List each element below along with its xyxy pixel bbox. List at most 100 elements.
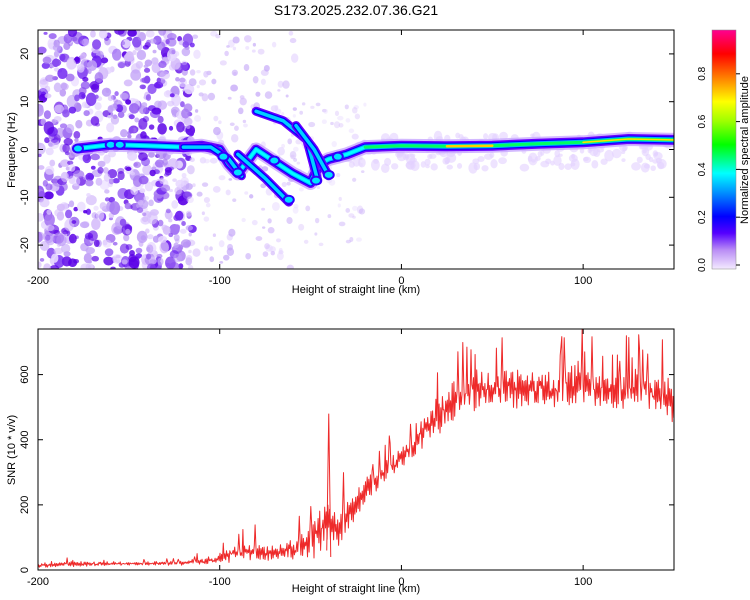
spectrogram-noise-spot	[38, 231, 43, 243]
spectrogram-bright-spot	[310, 175, 323, 186]
spectrogram-noise-spot	[67, 30, 78, 38]
colorbar-ticks: 0.0 0.2 0.4 0.6 0.8	[697, 66, 740, 272]
spectrogram-noise-spot	[287, 138, 293, 145]
spectrogram-noise-spot	[473, 162, 481, 171]
spectrogram-noise-spot	[82, 153, 92, 164]
spectrogram-noise-spot	[43, 121, 55, 135]
spectrogram-noise-spot	[185, 125, 191, 130]
spectrogram-noise-spot	[182, 41, 190, 48]
spectrogram-noise-spot	[147, 234, 154, 240]
colorbar-tick-label: 0.6	[697, 114, 708, 128]
spectrogram-noise-spot	[207, 92, 216, 101]
spectrogram-noise-spot	[73, 170, 85, 178]
spectrogram-track-hotter	[445, 144, 494, 148]
spectrogram-noise-spot	[167, 37, 177, 47]
spectrogram-noise-spot	[209, 256, 215, 263]
spectrogram-noise-spot	[156, 78, 166, 85]
spectrogram-noise-spot	[553, 155, 562, 166]
spectrogram-noise-spot	[93, 239, 100, 248]
spectrogram-noise-spot	[128, 126, 134, 134]
spectrogram-noise-spot	[356, 237, 362, 242]
spectrogram-noise-spot	[59, 89, 67, 97]
spectrogram-track-peak-right	[582, 138, 674, 144]
snr-y-label: SNR (10 * v/v)	[6, 415, 18, 485]
spectrogram-noise-spot	[239, 97, 247, 106]
spectrogram-noise-spot	[345, 118, 351, 123]
spectrogram-noise-spot	[642, 149, 647, 154]
spectrogram-noise-spot	[345, 239, 351, 244]
spectrogram-noise-spot	[180, 61, 189, 71]
spectrogram-noise-spot	[162, 225, 171, 235]
spectrogram-noise-spot	[181, 220, 186, 226]
spectrogram-noise-spot	[114, 30, 125, 35]
spectrogram-noise-spot	[146, 246, 151, 252]
spectrogram-noise-spot	[101, 87, 112, 97]
spectrogram-noise-spot	[289, 150, 297, 160]
spectrogram-noise-spot	[187, 264, 194, 269]
spectrogram-noise-spot	[483, 133, 489, 140]
spectrogram-noise-spot	[55, 127, 65, 139]
spectrogram-noise-spot	[119, 92, 129, 100]
spectrogram-noise-spot	[78, 91, 86, 100]
spectrogram-noise-spot	[49, 159, 56, 167]
spectrogram-noise-spot	[162, 158, 168, 166]
spectrogram-noise-spot	[159, 70, 171, 80]
spectrogram-noise-spot	[40, 118, 47, 126]
spectrogram-noise-spot	[93, 205, 99, 211]
spectrogram-noise-spot	[201, 182, 209, 187]
spectrogram-noise-spot	[209, 246, 213, 251]
spectrogram-noise-spot	[201, 93, 209, 102]
snr-plot-area	[38, 329, 674, 570]
snr-y-tick-label: 0	[19, 567, 31, 573]
spectrogram-noise-spot	[327, 214, 332, 219]
spectrogram-noise-spot	[148, 256, 157, 265]
spectrogram-noise-spot	[107, 95, 114, 102]
spectrogram-noise-spot	[286, 181, 291, 186]
spectrogram-noise-spot	[100, 57, 109, 64]
spectrogram-noise-spot	[218, 120, 222, 125]
spectrogram-noise-spot	[224, 50, 229, 57]
spectrogram-noise-spot	[244, 191, 249, 195]
spectrogram-noise-spot	[290, 154, 295, 158]
spectrogram-noise-spot	[570, 158, 580, 170]
spectrogram-y-tick-label: 0	[19, 146, 31, 152]
spectrogram-noise-spot	[44, 137, 50, 144]
spectrogram-noise-spot	[193, 49, 201, 59]
spectrogram-noise-spot	[196, 84, 200, 89]
spectrogram-noise-spot	[149, 109, 161, 119]
spectrogram-noise-spot	[201, 211, 205, 216]
spectrogram-noise-spot	[446, 164, 453, 170]
spectrogram-noise-spot	[262, 226, 266, 229]
spectrogram-noise-spot	[180, 101, 185, 108]
spectrogram-noise-spot	[252, 76, 259, 84]
spectrogram-noise-spot	[188, 232, 192, 237]
spectrogram-noise-spot	[349, 236, 354, 242]
spectrogram-noise-spot	[537, 150, 543, 158]
spectrogram-noise-spot	[141, 77, 150, 84]
spectrogram-noise-spot	[119, 243, 130, 254]
spectrogram-noise-spot	[352, 177, 357, 182]
spectrogram-noise-spot	[261, 207, 266, 211]
spectrogram-noise-spot	[600, 158, 608, 165]
spectrogram-noise-spot	[103, 173, 111, 182]
spectrogram-y-label: Frequency (Hz)	[6, 112, 18, 188]
spectrogram-noise-spot	[43, 110, 51, 120]
spectrogram-noise-spot	[117, 187, 129, 199]
spectrogram-noise-spot	[177, 36, 183, 42]
spectrogram-noise-spot	[203, 216, 210, 222]
spectrogram-noise-spot	[87, 60, 98, 71]
spectrogram-noise-spot	[249, 194, 254, 199]
spectrogram-noise-spot	[54, 104, 65, 114]
spectrogram-noise-spot	[107, 115, 112, 119]
spectrogram-bright-spot	[217, 151, 230, 162]
spectrogram-noise-spot	[331, 140, 337, 148]
spectrogram-noise-spot	[519, 163, 530, 172]
spectrogram-noise-spot	[65, 73, 75, 82]
spectrogram-noise-spot	[138, 152, 148, 161]
spectrogram-noise-spot	[94, 102, 102, 111]
spectrogram-noise-spot	[183, 83, 195, 95]
spectrogram-noise-spot	[212, 233, 217, 237]
spectrogram-noise-spot	[308, 121, 316, 128]
spectrogram-noise-spot	[104, 248, 114, 257]
